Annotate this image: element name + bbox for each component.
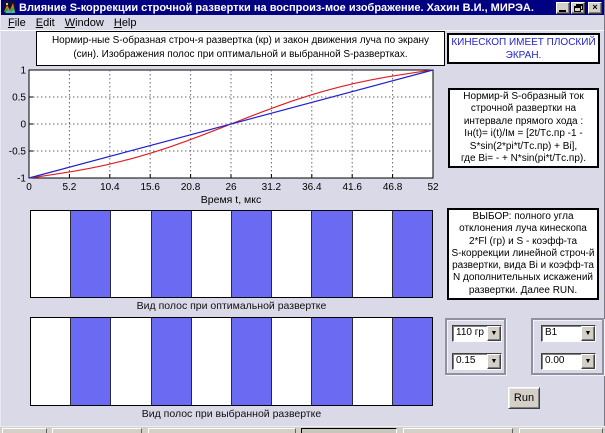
window-controls: ×: [556, 1, 602, 14]
flat-screen-note: КИНЕСКОП ИМЕЕТ ПЛОСКИЙ ЭКРАН.: [447, 33, 600, 64]
menu-help[interactable]: Help: [113, 16, 137, 29]
stripe-blue: [231, 318, 272, 405]
stripe-white: [351, 211, 392, 297]
svg-text:5.2: 5.2: [62, 182, 76, 193]
run-button[interactable]: Run: [508, 387, 540, 409]
taskbar-button[interactable]: [403, 428, 513, 433]
angle-combo-value: 110 гр: [456, 327, 484, 338]
n-combo[interactable]: 0.00 ▼: [541, 353, 596, 370]
taskbar-button[interactable]: [52, 428, 142, 433]
svg-text:26: 26: [225, 182, 237, 193]
stripe-blue: [311, 211, 352, 297]
svg-text:46.8: 46.8: [383, 182, 403, 193]
chosen-bars-label: Вид полос при выбранной развертке: [141, 408, 322, 420]
s-coeff-combo-arrow-icon[interactable]: ▼: [487, 354, 501, 369]
restore-icon: [574, 3, 583, 12]
taskbar-button[interactable]: [519, 428, 603, 433]
stripe-blue: [150, 211, 191, 297]
angle-s-frame: 110 гр ▼ 0.15 ▼: [445, 318, 506, 375]
menu-bar: File Edit Window Help: [1, 15, 604, 31]
svg-text:20.8: 20.8: [181, 182, 201, 193]
stripe-white: [110, 318, 151, 405]
menu-file[interactable]: File: [8, 16, 26, 29]
angle-combo[interactable]: 110 гр ▼: [452, 325, 502, 342]
stripe-blue: [70, 318, 111, 405]
svg-text:0.5: 0.5: [12, 93, 26, 104]
title-bar: Влияние S-коррекции строчной развертки н…: [1, 0, 604, 15]
minimize-icon: [559, 9, 566, 12]
bi-combo[interactable]: B1 ▼: [541, 325, 596, 342]
instruction-box: Нормир-ные S-образная строч-я развертка …: [36, 31, 445, 66]
stripe-white: [31, 318, 71, 405]
svg-text:31.2: 31.2: [262, 182, 282, 193]
window-title: Влияние S-коррекции строчной развертки н…: [19, 1, 534, 14]
stripe-white: [190, 318, 232, 405]
close-icon: ×: [592, 1, 598, 12]
formula-box: Нормир-й S-образный ток строчной разверт…: [448, 88, 599, 168]
taskbar-button[interactable]: [148, 428, 296, 433]
svg-text:0: 0: [26, 182, 32, 193]
taskbar-strip: [0, 426, 605, 433]
svg-text:15.6: 15.6: [140, 182, 160, 193]
restore-button[interactable]: [571, 1, 585, 14]
taskbar-button[interactable]: [2, 428, 47, 433]
svg-text:52: 52: [427, 182, 439, 193]
bi-n-frame: B1 ▼ 0.00 ▼: [531, 318, 604, 375]
stripe-white: [31, 211, 71, 297]
stripe-blue: [391, 318, 432, 405]
svg-text:0: 0: [20, 120, 26, 131]
svg-text:1: 1: [20, 66, 26, 77]
bi-combo-arrow-icon[interactable]: ▼: [581, 326, 595, 341]
taskbar-button-active[interactable]: [301, 428, 397, 433]
close-button[interactable]: ×: [588, 1, 602, 14]
stripe-blue: [70, 211, 111, 297]
bi-combo-value: B1: [545, 327, 558, 338]
n-combo-arrow-icon[interactable]: ▼: [581, 354, 595, 369]
minimize-button[interactable]: [556, 1, 570, 14]
chosen-bars-panel: [30, 317, 433, 406]
selection-note: ВЫБОР: полного угла отклонения луча кине…: [447, 208, 599, 300]
svg-text:36.4: 36.4: [302, 182, 322, 193]
menu-edit[interactable]: Edit: [35, 16, 55, 29]
optimal-bars-label: Вид полос при оптимальной развертке: [136, 300, 327, 312]
stripe-white: [351, 318, 392, 405]
svg-text:-0.5: -0.5: [9, 147, 27, 158]
svg-text:10.4: 10.4: [100, 182, 120, 193]
svg-text:Время t, мкс: Время t, мкс: [201, 194, 261, 206]
angle-combo-arrow-icon[interactable]: ▼: [487, 326, 501, 341]
stripe-white: [110, 211, 151, 297]
stripe-blue: [150, 318, 191, 405]
stripe-blue: [391, 211, 432, 297]
sweep-chart: 0 5.2 10.4 15.6 20.8 26 31.2 36.4 41.6 46.8 52 -1 -0…: [9, 66, 439, 207]
svg-text:-1: -1: [17, 174, 26, 185]
s-coeff-combo-value: 0.15: [456, 355, 476, 366]
optimal-bars-panel: [30, 210, 433, 298]
stripe-white: [271, 211, 312, 297]
menu-window[interactable]: Window: [64, 16, 104, 29]
stripe-white: [190, 211, 232, 297]
stripe-white: [271, 318, 312, 405]
n-combo-value: 0.00: [545, 355, 565, 366]
app-icon: [3, 1, 16, 14]
stripe-blue: [311, 318, 352, 405]
svg-text:41.6: 41.6: [342, 182, 362, 193]
stripe-blue: [231, 211, 272, 297]
s-coeff-combo[interactable]: 0.15 ▼: [452, 353, 502, 370]
